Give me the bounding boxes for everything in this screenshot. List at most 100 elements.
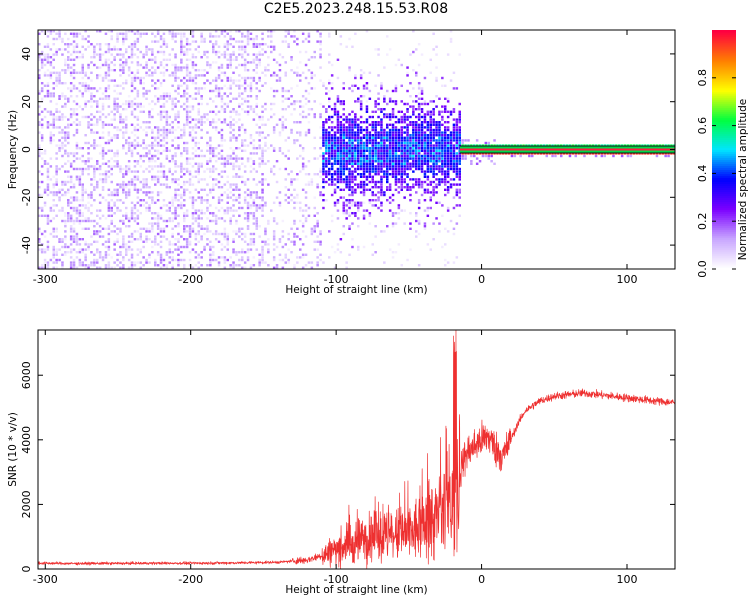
spectrogram-cell <box>345 165 348 168</box>
spectrogram-cell <box>458 191 461 194</box>
spectrogram-cell <box>403 121 406 124</box>
spectrogram-cell <box>394 102 398 106</box>
spectrogram-cell <box>449 167 453 171</box>
spectrogram-cell <box>98 256 102 259</box>
spectrogram-cell <box>394 149 398 152</box>
spectrogram-cell <box>377 53 380 56</box>
spectrogram-cell <box>368 188 372 191</box>
spectrogram-cell <box>322 167 325 171</box>
spectrogram-cell <box>142 128 145 132</box>
spectrogram-cell <box>435 162 438 165</box>
spectrogram-cell <box>400 115 403 119</box>
spectrogram-cell <box>493 139 496 142</box>
spectrogram-cell <box>145 209 148 212</box>
spectrogram-cell <box>444 162 447 165</box>
spectrogram-cell <box>125 30 128 33</box>
spectrogram-cell <box>322 84 325 87</box>
spectrogram-cell <box>156 212 160 215</box>
spectrogram-cell <box>415 214 418 217</box>
spectrogram-cell <box>246 84 250 87</box>
spectrogram-cell <box>342 139 345 142</box>
spectrogram-cell <box>180 167 183 171</box>
spectrogram-cell <box>333 152 337 155</box>
spectrogram-cell <box>304 131 308 134</box>
spectrogram-cell <box>200 118 203 121</box>
spectrogram-cell <box>61 48 64 51</box>
spectrogram-cell <box>301 147 305 150</box>
spectrogram-cell <box>264 50 267 54</box>
spectrogram-cell <box>171 121 174 124</box>
spectrogram-cell <box>214 40 218 43</box>
spectrogram-cell <box>435 141 438 145</box>
spectrogram-cell <box>174 53 177 56</box>
spectrogram-cell <box>333 131 337 134</box>
spectrogram-cell <box>368 214 372 217</box>
spectrogram-cell <box>177 84 180 87</box>
spectrogram-cell <box>122 173 125 176</box>
spectrogram-cell <box>223 160 227 163</box>
spectrogram-cell <box>357 186 360 189</box>
spectrogram-cell <box>455 118 459 121</box>
spectrogram-cell <box>284 71 287 74</box>
spectrogram-cell <box>243 89 247 93</box>
spectrogram-cell <box>104 227 108 230</box>
spectrogram-cell <box>133 32 137 35</box>
spectrogram-cell <box>168 92 171 95</box>
spectrogram-cell <box>383 154 386 158</box>
spectrogram-cell <box>377 154 380 158</box>
spectrogram-cell <box>357 118 360 121</box>
spectrogram-cell <box>394 139 398 142</box>
spectrogram-cell <box>359 141 363 145</box>
spectrogram-cell <box>243 128 247 132</box>
spectrogram-cell <box>449 139 453 142</box>
spectrogram-cell <box>243 100 247 103</box>
spectrogram-cell <box>151 160 154 163</box>
spectrogram-cell <box>145 74 148 77</box>
spectrogram-cell <box>107 30 111 33</box>
spectrogram-cell <box>406 118 409 121</box>
spectrogram-cell <box>267 35 270 38</box>
spectrogram-cell <box>183 76 186 80</box>
spectrogram-cell <box>217 92 221 95</box>
spectrogram-cell <box>351 245 354 249</box>
spectrogram-cell <box>133 79 137 82</box>
spectrogram-cell <box>229 37 232 41</box>
spectrogram-cell <box>232 118 235 121</box>
spectrogram-cell <box>441 105 444 108</box>
spectrogram-cell <box>232 110 235 113</box>
spectrogram-cell <box>255 248 258 251</box>
spectrogram-cell <box>78 209 82 212</box>
spectrogram-cell <box>67 152 70 155</box>
spectrogram-cell <box>142 256 145 259</box>
spectrogram-cell <box>133 128 137 132</box>
spectrogram-cell <box>156 113 160 116</box>
spectrogram-cell <box>342 180 345 184</box>
spectrogram-cell <box>229 266 232 269</box>
spectrogram-cell <box>84 160 87 163</box>
spectrogram-cell <box>255 35 258 38</box>
spectrogram-cell <box>452 206 456 210</box>
spectrogram-cell <box>122 118 125 121</box>
spectrogram-cell <box>261 131 264 134</box>
spectrogram-cell <box>113 204 116 207</box>
spectrogram-cell <box>264 261 267 264</box>
spectrogram-cell <box>380 191 383 194</box>
spectrogram-cell <box>220 170 224 173</box>
spectrogram-cell <box>432 118 435 121</box>
spectrogram-cell <box>388 162 392 165</box>
spectrogram-cell <box>55 167 58 171</box>
spectrogram-cell <box>368 165 372 168</box>
spectrogram-cell <box>449 152 453 155</box>
spectrogram-cell <box>267 118 270 121</box>
spectrogram-cell <box>243 79 247 82</box>
spectrogram-cell <box>38 144 41 147</box>
spectrogram-cell <box>400 167 403 171</box>
spectrogram-cell <box>81 63 84 67</box>
spectrogram-cell <box>223 45 227 48</box>
spectrogram-cell <box>61 40 64 43</box>
spectrogram-cell <box>197 253 200 256</box>
spectrogram-cell <box>183 141 186 145</box>
spectrogram-cell <box>185 147 189 150</box>
spectrogram-cell <box>275 245 279 249</box>
spectrogram-cell <box>139 235 142 238</box>
